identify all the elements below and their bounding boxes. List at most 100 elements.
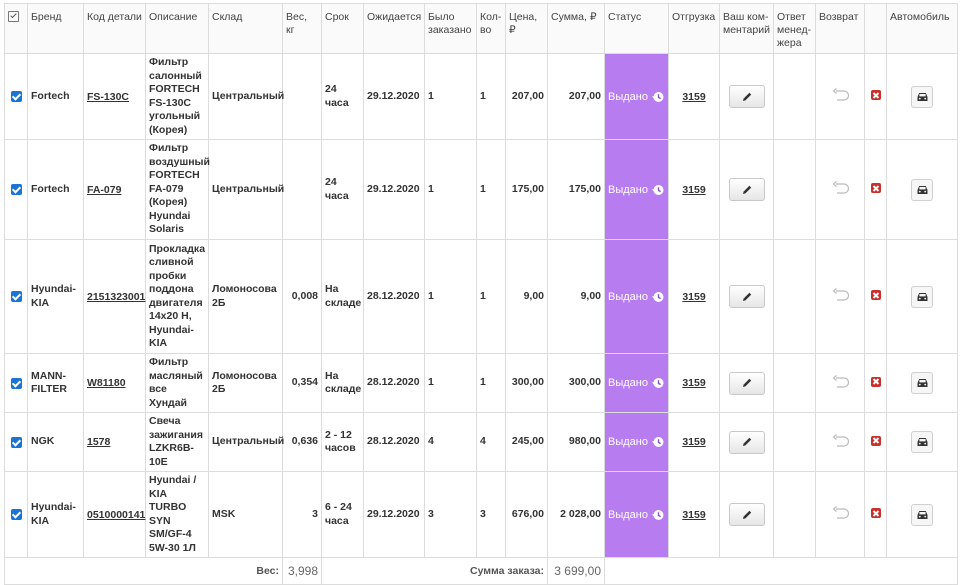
term-cell: 24 часа xyxy=(321,53,364,140)
description-cell: Прокладка сливной пробки поддона двигате… xyxy=(145,239,209,354)
shipment-link[interactable]: 3159 xyxy=(682,436,706,448)
shipment-link[interactable]: 3159 xyxy=(682,290,706,303)
car-button[interactable] xyxy=(911,85,933,108)
header-weight[interactable]: Вес, кг xyxy=(282,3,322,54)
orders-table: Бренд Код детали Описание Склад Вес, кг … xyxy=(4,3,958,585)
car-button[interactable] xyxy=(911,372,933,394)
delete-icon[interactable] xyxy=(870,435,881,446)
header-ordered[interactable]: Было заказано xyxy=(424,3,477,54)
table-header: Бренд Код детали Описание Склад Вес, кг … xyxy=(4,3,958,54)
select-all-checkbox[interactable] xyxy=(4,3,28,54)
edit-comment-button[interactable] xyxy=(728,85,765,108)
header-status[interactable]: Статус xyxy=(604,3,669,54)
edit-comment-button[interactable] xyxy=(728,503,765,526)
expected-date-cell: 29.12.2020 xyxy=(363,139,425,240)
header-brand[interactable]: Бренд xyxy=(27,3,84,54)
history-icon[interactable] xyxy=(651,90,665,104)
car-button[interactable] xyxy=(911,178,933,201)
undo-arrow-icon[interactable] xyxy=(829,181,851,198)
delete-icon[interactable] xyxy=(870,376,881,387)
part-code-link[interactable]: W81180 xyxy=(87,377,126,389)
sum-total-label: Сумма заказа: xyxy=(321,557,548,585)
sum-cell: 9,00 xyxy=(547,239,605,354)
status-cell: Выдано xyxy=(604,139,669,240)
history-icon[interactable] xyxy=(651,376,665,390)
history-icon[interactable] xyxy=(651,183,665,197)
history-icon[interactable] xyxy=(651,435,665,449)
header-delete xyxy=(864,3,887,54)
header-sum[interactable]: Сумма, ₽ xyxy=(547,3,605,54)
car-button[interactable] xyxy=(911,431,933,453)
price-cell: 175,00 xyxy=(505,139,548,240)
header-expected[interactable]: Ожидается xyxy=(363,3,425,54)
shipment-link[interactable]: 3159 xyxy=(682,377,706,389)
car-icon xyxy=(917,185,927,194)
delete-icon[interactable] xyxy=(870,508,881,518)
row-checkbox[interactable] xyxy=(4,139,28,240)
part-code-cell: FS-130C xyxy=(83,53,146,140)
shipment-cell: 3159 xyxy=(668,353,720,413)
edit-comment-button[interactable] xyxy=(728,371,765,395)
row-checkbox[interactable] xyxy=(4,239,28,354)
header-term[interactable]: Срок xyxy=(321,3,364,54)
header-your-comment: Ваш ком-ментарий xyxy=(719,3,774,54)
price-cell: 9,00 xyxy=(505,239,548,354)
undo-arrow-icon[interactable] xyxy=(829,433,851,451)
row-checkbox[interactable] xyxy=(4,471,28,558)
undo-arrow-icon[interactable] xyxy=(829,506,851,523)
part-code-link[interactable]: 2151323001 xyxy=(87,290,146,303)
header-warehouse[interactable]: Склад xyxy=(208,3,283,54)
part-code-link[interactable]: 0510000141 xyxy=(87,508,146,521)
undo-arrow-icon[interactable] xyxy=(829,88,851,105)
expected-date-cell: 29.12.2020 xyxy=(363,53,425,140)
shipment-cell: 3159 xyxy=(668,53,720,140)
edit-comment-button[interactable] xyxy=(728,430,765,454)
header-return: Возврат xyxy=(815,3,865,54)
brand-cell: Fortech xyxy=(27,139,84,240)
edit-comment-button[interactable] xyxy=(728,285,765,308)
ordered-cell: 1 xyxy=(424,353,477,413)
shipment-link[interactable]: 3159 xyxy=(682,508,706,521)
term-cell: 24 часа xyxy=(321,139,364,240)
car-icon xyxy=(917,92,927,101)
return-cell xyxy=(815,471,865,558)
undo-arrow-icon[interactable] xyxy=(829,374,851,392)
sum-cell: 175,00 xyxy=(547,139,605,240)
undo-arrow-icon[interactable] xyxy=(829,288,851,305)
status-text: Выдано xyxy=(608,377,648,389)
history-icon[interactable] xyxy=(651,508,665,522)
table-row: NGK 1578 Свеча зажигания LZKR6B-10E Цент… xyxy=(4,412,958,472)
qty-cell: 3 xyxy=(476,471,506,558)
shipment-link[interactable]: 3159 xyxy=(682,183,706,196)
car-button[interactable] xyxy=(911,285,933,308)
delete-icon[interactable] xyxy=(870,90,881,100)
header-description[interactable]: Описание xyxy=(145,3,209,54)
header-shipment[interactable]: Отгрузка xyxy=(668,3,720,54)
car-button[interactable] xyxy=(911,503,933,526)
row-checkbox[interactable] xyxy=(4,353,28,413)
row-checkbox[interactable] xyxy=(4,53,28,140)
car-icon xyxy=(917,510,927,519)
warehouse-cell: Центральный xyxy=(208,412,284,472)
part-code-link[interactable]: 1578 xyxy=(87,436,111,448)
shipment-cell: 3159 xyxy=(668,239,720,354)
row-checkbox[interactable] xyxy=(4,412,28,472)
part-code-link[interactable]: FS-130C xyxy=(87,90,130,103)
comment-cell xyxy=(719,412,774,472)
header-part-code[interactable]: Код детали xyxy=(83,3,146,54)
part-code-link[interactable]: FA-079 xyxy=(87,183,122,196)
delete-icon[interactable] xyxy=(870,290,881,300)
pencil-icon xyxy=(742,92,751,101)
table-row: Fortech FS-130C Фильтр салонный FORTECH … xyxy=(4,53,958,140)
delete-icon[interactable] xyxy=(870,183,881,193)
car-cell xyxy=(886,353,958,413)
header-price[interactable]: Цена, ₽ xyxy=(505,3,548,54)
header-qty[interactable]: Кол-во xyxy=(476,3,506,54)
edit-comment-button[interactable] xyxy=(728,178,765,201)
table-row: Hyundai-KIA 2151323001 Прокладка сливной… xyxy=(4,239,958,354)
history-icon[interactable] xyxy=(651,290,665,304)
delete-cell xyxy=(864,353,887,413)
car-cell xyxy=(886,139,958,240)
shipment-link[interactable]: 3159 xyxy=(682,90,706,103)
brand-cell: NGK xyxy=(27,412,84,472)
